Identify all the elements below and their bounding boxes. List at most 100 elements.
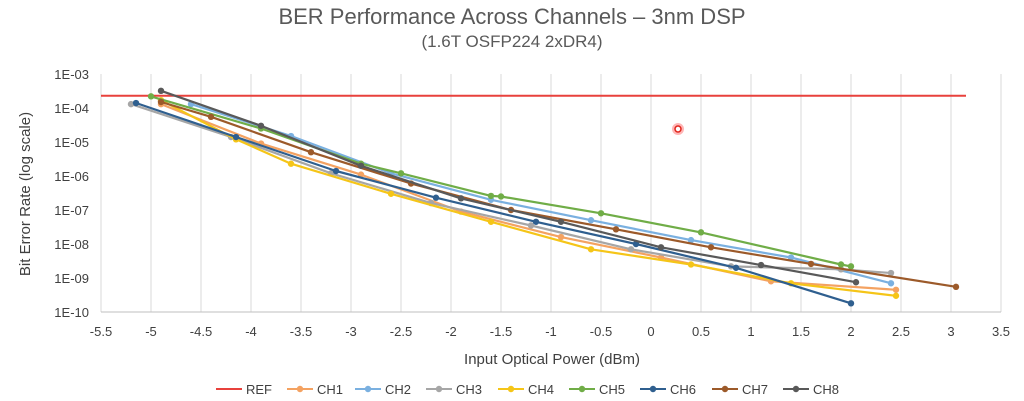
y-tick-label: 1E-04 bbox=[54, 101, 89, 116]
data-point bbox=[612, 226, 620, 233]
data-point bbox=[847, 300, 855, 307]
x-tick-label: 3 bbox=[947, 324, 954, 339]
legend: REF CH1 CH2 CH3 CH4 CH5 CH6 CH7 CH8 bbox=[216, 382, 839, 397]
legend-marker bbox=[364, 385, 372, 393]
legend-label: CH2 bbox=[385, 382, 411, 397]
data-point bbox=[787, 254, 795, 261]
data-point bbox=[232, 133, 240, 141]
data-point bbox=[557, 218, 565, 225]
legend-marker bbox=[296, 385, 304, 393]
x-tick-label: 1 bbox=[747, 324, 754, 339]
x-tick-label: 3.5 bbox=[992, 324, 1010, 339]
x-tick-label: -3 bbox=[345, 324, 357, 339]
data-point bbox=[732, 264, 740, 271]
data-point bbox=[432, 194, 440, 201]
x-tick-label: -3.5 bbox=[290, 324, 312, 339]
data-point bbox=[757, 261, 765, 269]
legend-item-ch6: CH6 bbox=[640, 382, 696, 397]
legend-item-ch5: CH5 bbox=[569, 382, 625, 397]
x-tick-label: -4 bbox=[245, 324, 257, 339]
series-line bbox=[135, 101, 852, 305]
legend-label: CH1 bbox=[317, 382, 343, 397]
y-tick-label: 1E-06 bbox=[54, 169, 89, 184]
series-lines bbox=[101, 87, 966, 307]
data-point bbox=[147, 93, 155, 100]
data-point bbox=[157, 98, 165, 106]
y-tick-label: 1E-08 bbox=[54, 237, 89, 252]
y-tick-labels: 1E-03 1E-04 1E-05 1E-06 1E-07 1E-08 1E-09 1E-10 bbox=[54, 67, 89, 320]
x-tick-label: -2.5 bbox=[390, 324, 412, 339]
legend-label: CH5 bbox=[599, 382, 625, 397]
x-tick-label: -1 bbox=[545, 324, 557, 339]
legend-item-ch7: CH7 bbox=[712, 382, 768, 397]
data-point bbox=[307, 149, 315, 156]
data-point bbox=[807, 260, 815, 268]
grid-lines bbox=[100, 74, 1002, 313]
x-tick-label: -4.5 bbox=[190, 324, 212, 339]
y-tick-label: 1E-07 bbox=[54, 203, 89, 218]
data-point bbox=[687, 236, 695, 244]
x-tick-label: 2 bbox=[847, 324, 854, 339]
legend-item-ch8: CH8 bbox=[783, 382, 839, 397]
x-tick-label: 1.5 bbox=[792, 324, 810, 339]
x-tick-label: -5.5 bbox=[90, 324, 112, 339]
legend-item-ch2: CH2 bbox=[355, 382, 411, 397]
legend-label: CH4 bbox=[528, 382, 554, 397]
data-point bbox=[132, 99, 140, 107]
legend-item-ref: REF bbox=[216, 382, 272, 397]
data-point bbox=[287, 160, 295, 167]
x-tick-labels: -5.5 -5 -4.5 -4 -3.5 -3 -2.5 -2 -1.5 -1 -0.5 0 0.5 1 1… bbox=[90, 324, 1010, 339]
data-point bbox=[357, 162, 365, 169]
x-tick-label: -0.5 bbox=[590, 324, 612, 339]
data-point bbox=[627, 246, 635, 253]
legend-marker bbox=[578, 385, 586, 393]
legend-item-ch4: CH4 bbox=[498, 382, 554, 397]
data-point bbox=[837, 261, 845, 268]
data-point bbox=[952, 283, 960, 291]
y-tick-label: 1E-10 bbox=[54, 305, 89, 320]
legend-label: CH6 bbox=[670, 382, 696, 397]
data-point bbox=[387, 190, 395, 197]
data-point bbox=[697, 229, 705, 236]
x-tick-label: 0 bbox=[647, 324, 654, 339]
series-ch1 bbox=[157, 100, 900, 293]
data-point bbox=[497, 193, 505, 200]
data-point bbox=[127, 100, 135, 108]
data-point bbox=[397, 170, 405, 177]
legend-label: CH7 bbox=[742, 382, 768, 397]
data-point bbox=[557, 233, 565, 241]
data-point bbox=[887, 280, 895, 287]
data-point bbox=[207, 113, 215, 121]
legend-marker bbox=[435, 385, 443, 393]
data-point bbox=[527, 222, 535, 229]
chart-subtitle: (1.6T OSFP224 2xDR4) bbox=[421, 32, 603, 51]
y-tick-label: 1E-03 bbox=[54, 67, 89, 82]
legend-label: CH8 bbox=[813, 382, 839, 397]
series-line bbox=[160, 103, 897, 291]
y-tick-label: 1E-05 bbox=[54, 135, 89, 150]
data-point bbox=[687, 261, 695, 268]
data-point bbox=[587, 217, 595, 224]
series-ch7 bbox=[157, 98, 960, 291]
data-point bbox=[332, 167, 340, 175]
legend-marker bbox=[649, 385, 657, 393]
legend-label: CH3 bbox=[456, 382, 482, 397]
x-tick-label: -2 bbox=[445, 324, 457, 339]
series-ch8 bbox=[157, 87, 860, 286]
data-point bbox=[487, 218, 495, 225]
x-tick-label: 0.5 bbox=[692, 324, 710, 339]
series-line bbox=[160, 89, 857, 284]
data-point bbox=[157, 87, 165, 95]
data-point bbox=[457, 195, 465, 202]
data-point bbox=[532, 218, 540, 225]
data-point bbox=[847, 263, 855, 270]
data-point bbox=[597, 210, 605, 217]
data-point bbox=[487, 192, 495, 200]
legend-item-ch3: CH3 bbox=[426, 382, 482, 397]
data-point bbox=[852, 279, 860, 286]
legend-marker bbox=[507, 385, 515, 393]
data-point bbox=[892, 292, 900, 299]
y-tick-label: 1E-09 bbox=[54, 271, 89, 286]
x-tick-label: -5 bbox=[145, 324, 157, 339]
